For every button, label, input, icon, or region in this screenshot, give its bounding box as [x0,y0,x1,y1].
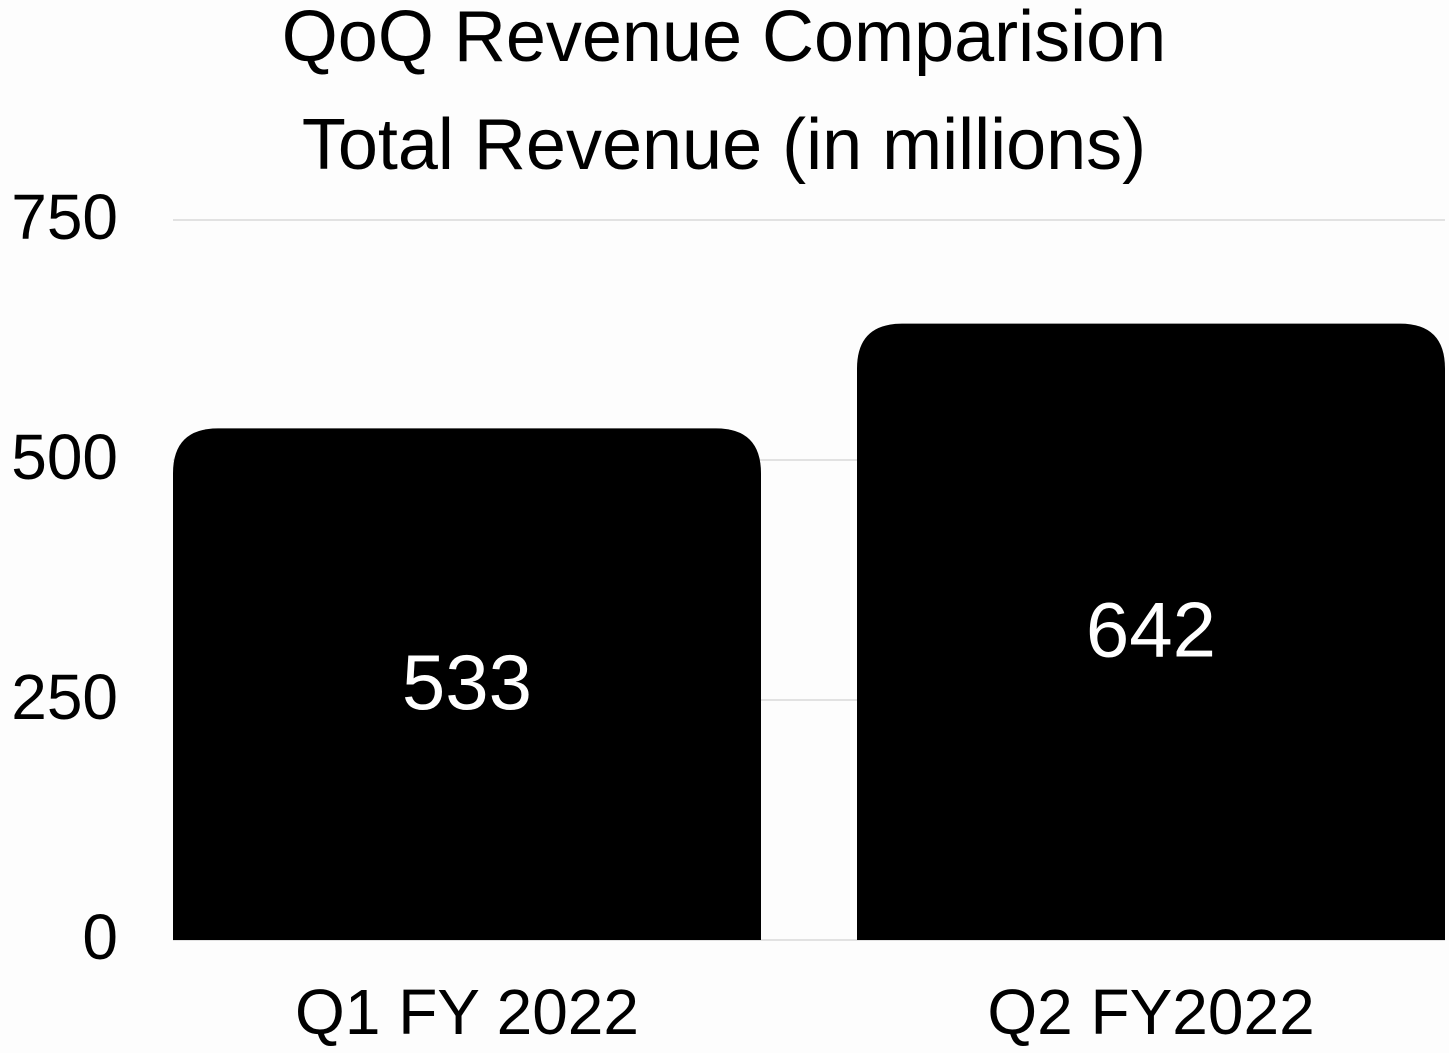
y-tick-label: 500 [11,421,118,493]
chart-subtitle: Total Revenue (in millions) [302,105,1146,185]
data-label: 533 [402,638,532,726]
x-tick-label: Q1 FY 2022 [295,976,639,1048]
data-label: 642 [1086,585,1216,673]
y-tick-label: 0 [82,901,118,973]
y-tick-label: 750 [11,181,118,253]
x-tick-label: Q2 FY2022 [987,976,1314,1048]
y-tick-label: 250 [11,661,118,733]
bar [173,428,761,940]
chart-title: QoQ Revenue Comparision [282,0,1166,77]
bar [857,323,1445,940]
